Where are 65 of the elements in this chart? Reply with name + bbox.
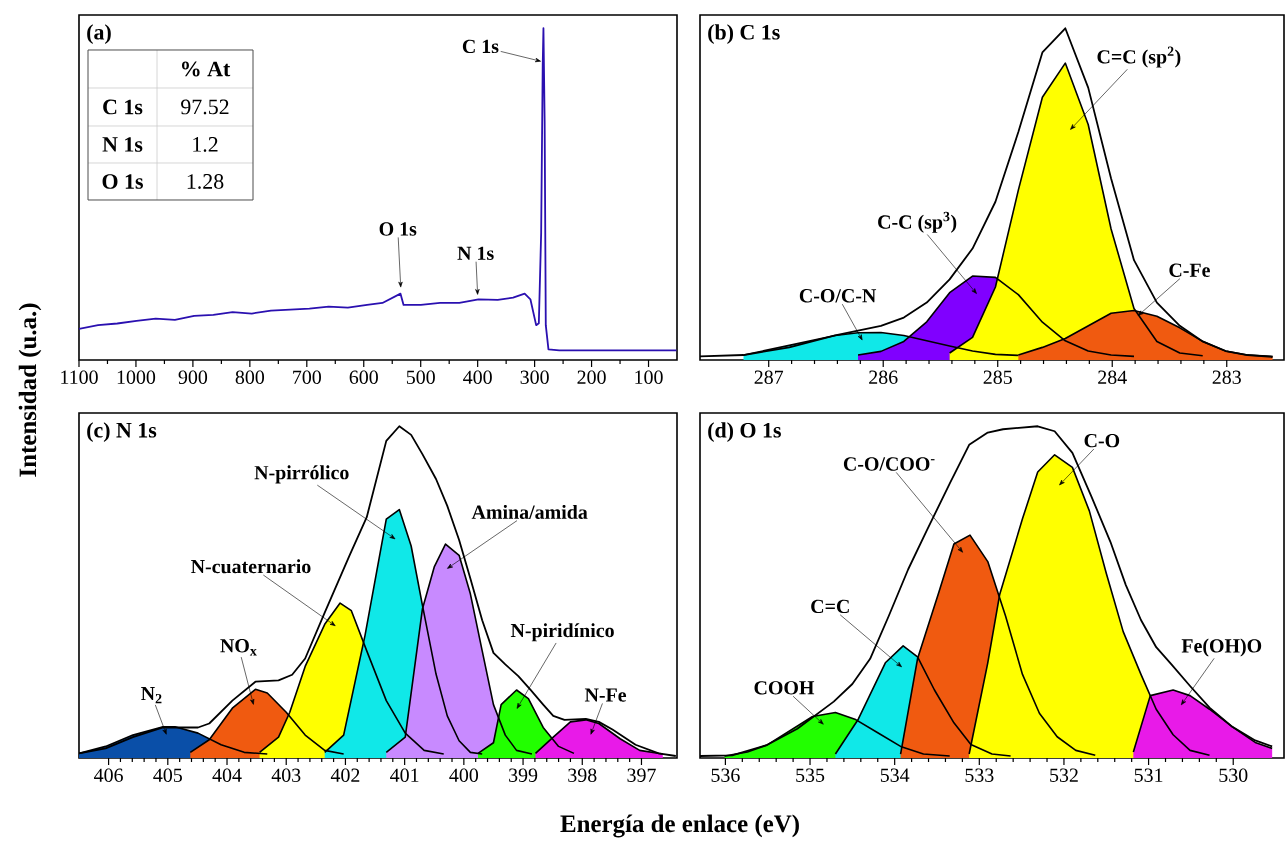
x-tick-label: 406 xyxy=(94,768,123,782)
x-tick-label: 530 xyxy=(1219,768,1248,782)
x-tick-label: 398 xyxy=(568,768,597,782)
x-tick-label: 283 xyxy=(1212,370,1241,384)
annotation: C=C (sp$^{2}$) xyxy=(1097,46,1181,68)
x-tick-label: 500 xyxy=(406,370,435,384)
x-tick-label: 402 xyxy=(330,768,360,782)
x-tick-label: 285 xyxy=(983,370,1012,384)
chart-title: (a) xyxy=(87,24,111,45)
x-tick-label: 533 xyxy=(965,768,994,782)
x-tick-label: 800 xyxy=(235,370,265,384)
x-tick-label: 399 xyxy=(509,768,538,782)
annotation: C-C (sp$^{3}$) xyxy=(878,211,957,233)
annotation: O 1s xyxy=(379,222,417,236)
chart-title: (b) C 1s xyxy=(708,24,780,45)
x-axis-title: Energía de enlace (eV) xyxy=(560,814,799,838)
x-tick-label: 535 xyxy=(796,768,825,782)
x-tick-label: 534 xyxy=(880,768,910,782)
x-tick-label: 405 xyxy=(153,768,182,782)
x-tick-label: 300 xyxy=(520,370,549,384)
annotation: COOH xyxy=(754,681,815,695)
annotation: Fe(OH)O xyxy=(1181,638,1262,657)
text: % At xyxy=(181,61,231,77)
annotation: NO$_{x}$ xyxy=(220,639,257,656)
category-label: C 1s xyxy=(103,99,143,115)
annotation: N$_{2}$ xyxy=(141,687,162,704)
x-tick-label: 401 xyxy=(390,768,419,782)
x-tick-label: 287 xyxy=(754,370,784,384)
x-tick-label: 200 xyxy=(577,370,606,384)
data-label: 1.28 xyxy=(187,174,224,189)
annotation: N-Fe xyxy=(584,688,627,702)
annotation: Amina/amida xyxy=(471,504,588,519)
x-tick-label: 400 xyxy=(463,370,492,384)
chart-title: (c) N 1s xyxy=(87,422,157,443)
x-tick-label: 100 xyxy=(635,370,663,384)
annotation: N-cuaternario xyxy=(191,559,311,574)
annotation: N-pirrólico xyxy=(254,465,349,484)
x-tick-label: 600 xyxy=(349,370,378,384)
x-tick-label: 403 xyxy=(271,768,301,782)
category-label: O 1s xyxy=(102,174,143,189)
annotation: C 1s xyxy=(462,39,499,54)
x-tick-label: 700 xyxy=(293,370,321,384)
annotation: N 1s xyxy=(457,246,494,260)
annotation: C-O/C-N xyxy=(799,289,877,303)
annotation: C-O/COO$^{-}$ xyxy=(843,457,935,471)
x-tick-label: 400 xyxy=(449,768,479,782)
category-label: N 1s xyxy=(102,137,143,152)
x-tick-label: 1000 xyxy=(117,370,156,384)
chart-title: (d) O 1s xyxy=(708,422,781,443)
annotation: C=C xyxy=(811,599,849,614)
x-tick-label: 1100 xyxy=(61,370,98,384)
x-tick-label: 286 xyxy=(869,370,898,384)
x-tick-label: 397 xyxy=(627,768,656,782)
x-tick-label: 531 xyxy=(1134,768,1163,782)
data-label: 97.52 xyxy=(181,99,229,115)
y-axis-title: Intensidad (u.a.) xyxy=(18,303,42,477)
x-tick-label: 536 xyxy=(711,768,740,782)
x-tick-label: 532 xyxy=(1050,768,1078,782)
annotation: C-O xyxy=(1084,433,1120,448)
annotation: C-Fe xyxy=(1169,263,1210,277)
x-tick-label: 284 xyxy=(1098,370,1127,384)
x-tick-label: 900 xyxy=(178,370,208,384)
data-label: 1.2 xyxy=(193,137,218,152)
x-tick-label: 404 xyxy=(212,768,242,782)
annotation: N-piridínico xyxy=(510,623,614,642)
